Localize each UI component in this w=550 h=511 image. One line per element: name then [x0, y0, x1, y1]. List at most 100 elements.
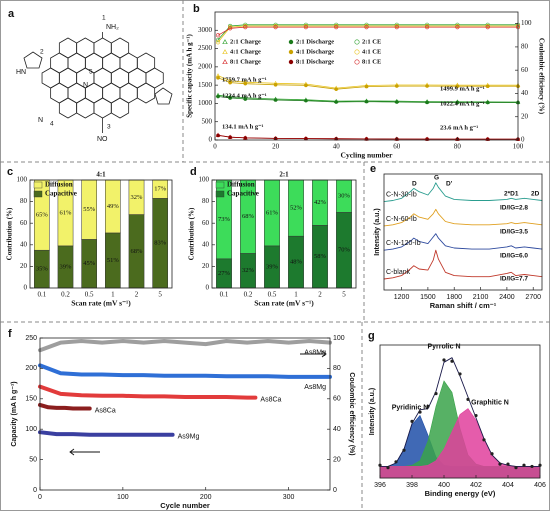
group-label: N: [38, 117, 43, 124]
marker: [426, 404, 430, 408]
x-tick-label: 0.2: [61, 291, 70, 299]
panel-label: a: [8, 8, 15, 20]
marker: [485, 100, 490, 105]
x-tick-label: 402: [470, 482, 482, 489]
y-tick-label: 40: [20, 240, 28, 248]
y-tick-label: 60: [20, 219, 28, 227]
legend-label: 4:1 Discharge: [296, 48, 334, 55]
data-line: [217, 24, 519, 41]
x-tick-label: 5: [342, 291, 346, 299]
marker: [498, 462, 502, 466]
legend-label: Diffusion: [227, 181, 255, 189]
marker: [425, 84, 429, 88]
series-label: As8Ca: [260, 396, 281, 403]
marker: [216, 94, 220, 99]
marker: [215, 33, 221, 38]
pentagon: [154, 87, 173, 105]
marker: [425, 100, 429, 105]
value-label: 45%: [83, 260, 96, 267]
x-axis-label: Raman shift / cm⁻¹: [430, 301, 497, 310]
marker: [490, 452, 494, 456]
x-tick-label: 0.5: [268, 291, 277, 299]
y2-tick-label: 20: [521, 112, 529, 120]
marker: [243, 81, 248, 86]
marker: [288, 49, 294, 55]
marker: [222, 59, 228, 65]
marker: [394, 23, 399, 29]
marker: [364, 23, 369, 29]
ring: [76, 97, 95, 119]
annotation: D': [446, 181, 453, 188]
data-line: [217, 96, 519, 103]
y2-axis-label: Coulombic efficiency (%): [348, 372, 355, 455]
arrows: [69, 350, 327, 456]
value-label: 61%: [266, 209, 279, 216]
annotation: 2D: [531, 191, 540, 198]
marker: [450, 359, 454, 363]
data-line: [217, 26, 519, 36]
value-label: 83%: [154, 240, 167, 247]
marker: [522, 463, 526, 467]
group-label: N: [83, 82, 88, 89]
value-label: 27%: [218, 270, 231, 277]
y-tick-label: 0: [209, 136, 213, 144]
y-tick-label: 60: [202, 219, 210, 227]
x-tick-label: 406: [534, 482, 546, 489]
marker: [304, 83, 308, 88]
marker: [228, 96, 232, 100]
legend-swatch: [215, 190, 225, 198]
data-line: [38, 339, 332, 353]
marker: [402, 448, 406, 452]
value-label: 49%: [107, 203, 120, 210]
marker: [530, 464, 534, 469]
legend-label: 2:1 Discharge: [296, 38, 334, 45]
annotation: 1499.9 mA h g⁻¹: [440, 85, 485, 92]
marker: [334, 87, 339, 91]
marker: [485, 23, 490, 29]
ring: [110, 97, 130, 119]
marker: [474, 413, 478, 418]
x-axis-label: Cycle number: [160, 501, 210, 510]
x-tick-label: 100: [117, 494, 129, 501]
ring: [84, 52, 104, 74]
legend-label: 8:1 Charge: [230, 58, 261, 65]
series-label: Graphitic N: [471, 399, 509, 406]
legend-label: Capacitive: [227, 190, 259, 198]
marker: [243, 23, 248, 29]
legend-label: 4:1 CE: [362, 48, 381, 55]
marker: [303, 25, 309, 30]
ring: [50, 52, 69, 74]
x-axis-label: Scan rate (mV s⁻¹): [254, 299, 314, 308]
marker: [506, 462, 510, 466]
y-tick-label: 40: [202, 240, 210, 248]
plot-frame: [214, 11, 519, 141]
marker: [273, 82, 278, 87]
data-line: [217, 94, 519, 103]
marker: [243, 136, 248, 140]
y2-tick-label: 60: [521, 66, 529, 74]
x-tick-label: 60: [393, 143, 401, 151]
plot-frame: [379, 344, 541, 479]
panel: 0.1 0.2 0.5 1 2 5 27% 32% 39% 48% 58% 70% 73% 68% 61% 5…: [188, 166, 357, 308]
y-tick-label: 80: [20, 197, 28, 205]
value-label: 30%: [338, 193, 351, 200]
group-label: NO: [97, 136, 108, 143]
data-line: [217, 75, 519, 89]
marker: [354, 49, 360, 55]
y-axis-label: Contribution (%): [6, 207, 14, 260]
marker: [228, 26, 233, 31]
marker: [466, 397, 470, 401]
panel-label: e: [370, 163, 376, 175]
y-tick-label: 500: [202, 117, 213, 125]
y-tick-label: 0: [24, 284, 28, 292]
y-tick-label: 150: [25, 396, 37, 403]
y-tick-label: 100: [25, 426, 37, 433]
marker: [304, 98, 308, 103]
marker: [273, 22, 278, 27]
ring: [110, 67, 130, 89]
panel-label: c: [7, 166, 13, 178]
marker: [273, 23, 278, 29]
series-label: As9Mg: [178, 434, 200, 441]
marker: [485, 137, 490, 141]
marker: [395, 100, 399, 104]
